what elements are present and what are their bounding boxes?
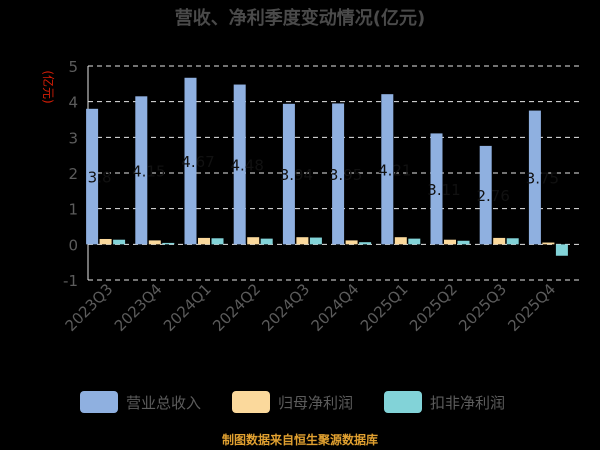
- y-axis-ticks: -1 0 1 2 3 4 5: [63, 58, 78, 290]
- bar-revenue: [184, 77, 197, 245]
- bar-deducted-net-profit: [260, 238, 273, 245]
- bar-revenue: [332, 103, 345, 245]
- legend-label: 营业总收入: [126, 394, 201, 412]
- x-tick-label: 2023Q4: [111, 280, 166, 335]
- legend-label: 扣非净利润: [430, 394, 505, 412]
- bar-revenue: [135, 96, 148, 245]
- bar-net-profit: [247, 237, 260, 245]
- bar-deducted-net-profit: [162, 242, 175, 245]
- y-tick-label: 0: [68, 236, 78, 254]
- bar-revenue: [233, 84, 246, 245]
- x-tick-label: 2025Q2: [406, 280, 461, 335]
- bar-deducted-net-profit: [408, 238, 421, 245]
- bars: [86, 77, 568, 256]
- x-tick-label: 2025Q3: [455, 280, 510, 335]
- data-labels: 3.8 4.15 4.67 4.48 3.94 3.95 4.21 3.11 2.76 3.75: [88, 153, 559, 205]
- x-tick-label: 2024Q1: [160, 280, 215, 335]
- bar-net-profit: [542, 242, 555, 245]
- bar-revenue: [86, 108, 99, 245]
- y-tick-label: 2: [68, 165, 78, 183]
- legend: 营业总收入 归母净利润 扣非净利润: [80, 391, 505, 413]
- chart-title: 营收、净利季度变动情况(亿元): [175, 7, 425, 29]
- y-tick-label: -1: [63, 272, 78, 290]
- data-label: 2.76: [476, 187, 509, 205]
- bar-revenue: [479, 145, 492, 245]
- bar-deducted-net-profit: [211, 238, 224, 245]
- x-tick-label: 2024Q2: [209, 280, 264, 335]
- legend-swatch: [80, 391, 118, 413]
- bar-net-profit: [148, 240, 161, 245]
- bar-net-profit: [296, 237, 309, 245]
- bar-deducted-net-profit: [309, 237, 322, 245]
- bar-net-profit: [493, 237, 506, 245]
- bar-net-profit: [99, 238, 112, 245]
- data-label: 3.11: [427, 181, 460, 199]
- bar-deducted-net-profit: [457, 240, 470, 245]
- y-tick-label: 3: [68, 129, 78, 147]
- data-label: 3.95: [329, 166, 362, 184]
- x-tick-label: 2024Q3: [258, 280, 313, 335]
- legend-swatch: [232, 391, 270, 413]
- bar-revenue: [430, 133, 443, 245]
- data-label: 3.8: [88, 169, 112, 187]
- y-tick-label: 1: [68, 201, 78, 219]
- bar-net-profit: [198, 237, 210, 245]
- y-tick-label: 4: [68, 94, 78, 112]
- bar-revenue: [282, 103, 295, 245]
- x-tick-label: 2025Q1: [357, 280, 412, 335]
- y-tick-label: 5: [68, 58, 78, 76]
- legend-label: 归母净利润: [278, 394, 353, 412]
- bar-deducted-net-profit: [506, 238, 519, 245]
- x-tick-label: 2025Q4: [504, 280, 559, 335]
- bar-revenue: [528, 110, 541, 245]
- data-label: 3.94: [280, 166, 313, 184]
- x-axis-ticks: 2023Q32023Q42024Q12024Q22024Q32024Q42025…: [62, 280, 560, 335]
- y-axis-label: (亿元): [41, 70, 56, 103]
- bar-net-profit: [394, 237, 407, 245]
- bar-revenue: [381, 94, 394, 245]
- bar-deducted-net-profit: [113, 239, 126, 245]
- x-tick-label: 2024Q4: [308, 280, 363, 335]
- bar-deducted-net-profit: [359, 242, 372, 245]
- bar-net-profit: [345, 240, 358, 245]
- source-note: 制图数据来自恒生聚源数据库: [222, 432, 378, 447]
- data-label: 4.48: [230, 156, 263, 174]
- data-label: 4.21: [378, 161, 411, 179]
- legend-swatch: [384, 391, 422, 413]
- bar-deducted-net-profit: [555, 244, 568, 256]
- data-label: 4.67: [181, 153, 214, 171]
- data-label: 4.15: [132, 162, 165, 180]
- bar-net-profit: [444, 239, 456, 245]
- data-label: 3.75: [526, 169, 559, 187]
